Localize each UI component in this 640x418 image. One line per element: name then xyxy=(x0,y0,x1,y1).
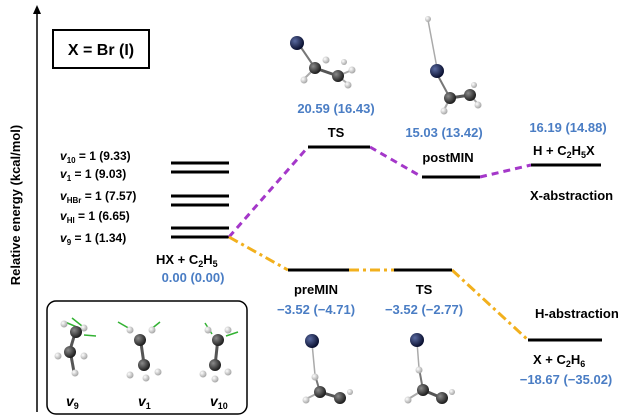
reactant-levels xyxy=(171,161,229,239)
h-abstraction-path xyxy=(228,235,530,342)
h-abstraction-label: H-abstraction xyxy=(535,306,619,321)
carbon-atom-icon xyxy=(212,334,224,346)
reactants-energy: 0.00 (0.00) xyxy=(162,270,225,285)
reactant-level-labels: v10 = 1 (9.33) v1 = 1 (9.03) vHBr = 1 (7… xyxy=(60,149,136,247)
h-premin-label: preMIN xyxy=(294,282,338,297)
mode-label-v10: v10 xyxy=(210,393,228,411)
carbon-atom-icon xyxy=(417,384,429,396)
halogen-atom-icon xyxy=(290,36,304,50)
x-postmin-molecule xyxy=(425,16,482,115)
carbon-atom-icon xyxy=(309,62,321,74)
level-label-v10: v10 = 1 (9.33) xyxy=(60,149,131,165)
level-label-v1: v1 = 1 (9.03) xyxy=(60,167,126,183)
mode-v9-molecule xyxy=(54,317,97,377)
mode-label-v9: v9 xyxy=(66,393,79,411)
x-path-connector-2 xyxy=(369,145,423,179)
mode-v1-molecule xyxy=(117,321,162,382)
x-ts-energy: 20.59 (16.43) xyxy=(297,101,374,116)
h-ts-molecule xyxy=(404,333,455,404)
y-axis-label: Relative energy (kcal/mol) xyxy=(8,125,23,285)
h-premin-molecule xyxy=(302,334,353,404)
x-product-energy: 16.19 (14.88) xyxy=(529,120,606,135)
level-label-vhbr: vHBr = 1 (7.57) xyxy=(60,189,136,205)
carbon-atom-icon xyxy=(64,346,76,358)
halogen-atom-icon xyxy=(430,64,444,78)
h-path-connector-1 xyxy=(228,235,289,272)
vibrational-modes-box xyxy=(46,300,248,415)
carbon-atom-icon xyxy=(209,359,221,371)
halogen-atom-icon xyxy=(410,333,424,347)
x-product-label: H + C2H5X xyxy=(533,143,595,160)
x-path-connector-1 xyxy=(227,146,310,238)
carbon-atom-icon xyxy=(134,334,146,346)
carbon-atom-icon xyxy=(334,392,346,404)
halogen-atom-icon xyxy=(305,334,319,348)
mode-label-v1: v1 xyxy=(138,393,151,411)
level-label-vhi: vHI = 1 (6.65) xyxy=(60,209,130,225)
level-label-v9: v9 = 1 (1.34) xyxy=(60,231,126,247)
carbon-atom-icon xyxy=(138,359,150,371)
title: X = Br (I) xyxy=(68,42,134,59)
carbon-atom-icon xyxy=(332,70,344,82)
x-postmin-label: postMIN xyxy=(422,150,473,165)
h-path-connector-3 xyxy=(450,268,530,342)
mode-v10-molecule xyxy=(199,322,239,383)
x-path-connector-3 xyxy=(479,163,532,179)
h-product-label: X + C2H6 xyxy=(533,352,585,369)
h-ts-label: TS xyxy=(416,282,433,297)
h-product-energy: −18.67 (−35.02) xyxy=(520,372,613,387)
x-ts-molecule xyxy=(290,36,356,89)
carbon-atom-icon xyxy=(314,386,326,398)
h-ts-energy: −3.52 (−2.77) xyxy=(385,302,463,317)
h-premin-energy: −3.52 (−4.71) xyxy=(277,302,355,317)
x-abstraction-label: X-abstraction xyxy=(530,188,613,203)
title-box xyxy=(52,29,150,69)
x-ts-label: TS xyxy=(328,125,345,140)
x-postmin-energy: 15.03 (13.42) xyxy=(405,125,482,140)
reactants-label: HX + C2H5 xyxy=(156,252,218,269)
carbon-atom-icon xyxy=(464,89,476,101)
x-abstraction-path xyxy=(227,145,532,238)
carbon-atom-icon xyxy=(436,392,448,404)
y-axis-arrow-icon xyxy=(33,5,41,14)
carbon-atom-icon xyxy=(444,92,456,104)
carbon-atom-icon xyxy=(70,326,82,338)
